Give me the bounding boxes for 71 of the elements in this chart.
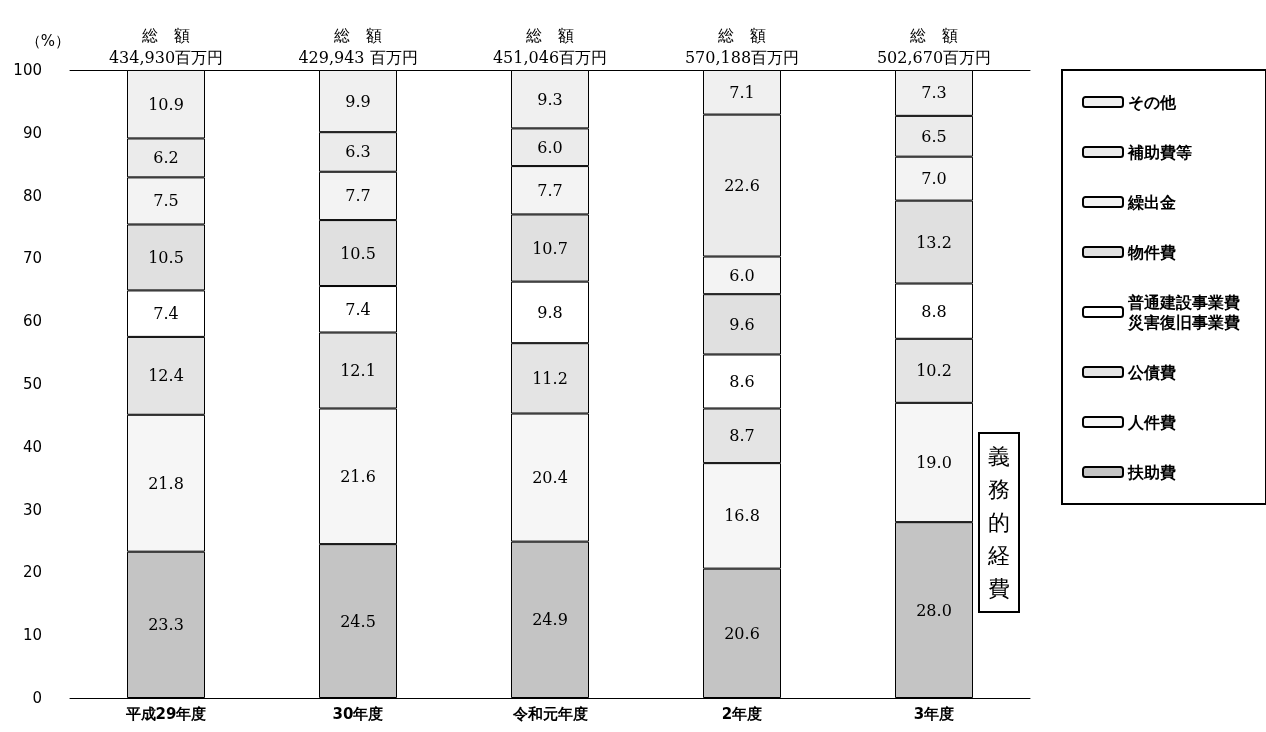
data-label: 11.2 [532, 368, 568, 388]
data-label: 24.9 [532, 610, 568, 630]
legend-label: 補助費等 [1127, 142, 1192, 162]
data-label: 6.3 [345, 142, 371, 162]
y-tick-label: 70 [22, 249, 42, 268]
data-label: 12.4 [148, 366, 184, 386]
data-label: 21.6 [340, 466, 376, 486]
legend-label: 人件費 [1127, 412, 1176, 432]
total-label: 総 額 434,930百万円 [108, 25, 224, 67]
x-tick-label: 平成29年度 [124, 704, 207, 723]
data-label: 22.6 [724, 176, 760, 196]
legend-label: 普通建設事業費災害復旧事業費 [1127, 292, 1240, 332]
data-label: 16.8 [724, 506, 760, 526]
legend-label: 公債費 [1127, 362, 1176, 382]
data-label: 21.8 [148, 473, 184, 493]
data-label: 19.0 [916, 453, 952, 472]
legend-label: その他 [1128, 92, 1177, 112]
total-label: 総 額 429,943 百万円 [298, 25, 418, 67]
annotation: 義務的経費 [987, 444, 1010, 601]
data-label: 7.3 [921, 83, 947, 103]
legend-label: 繰出金 [1127, 192, 1176, 212]
data-label: 9.8 [537, 302, 563, 322]
y-tick-label: 60 [22, 312, 42, 331]
data-label: 7.4 [345, 299, 371, 319]
data-label: 24.5 [340, 611, 376, 631]
data-label: 8.6 [729, 371, 755, 391]
legend-label: 物件費 [1127, 242, 1176, 262]
data-label: 28.0 [916, 600, 952, 620]
x-tick-label: 30年度 [332, 704, 384, 723]
y-tick-label: 80 [22, 186, 42, 205]
y-tick-label: 0 [32, 689, 42, 707]
data-label: 20.4 [532, 468, 568, 488]
data-label: 7.4 [153, 304, 179, 324]
y-tick-label: 10 [22, 626, 42, 645]
data-label: 6.5 [921, 126, 947, 146]
y-tick-label: 30 [22, 500, 42, 519]
data-label: 23.3 [148, 615, 184, 635]
data-label: 7.1 [729, 82, 755, 102]
data-label: 20.6 [724, 623, 760, 643]
total-label: 総 額 502,670百万円 [876, 25, 992, 67]
y-tick-label: 90 [22, 123, 42, 142]
x-tick-label: 3年度 [913, 704, 955, 723]
y-tick-label: 20 [22, 563, 42, 582]
y-axis-title: （%） [25, 31, 70, 50]
legend-label: 扶助費 [1127, 462, 1176, 482]
data-label: 10.9 [148, 94, 184, 114]
data-label: 9.3 [537, 89, 563, 109]
y-tick-label: 50 [22, 375, 42, 393]
data-label: 9.9 [345, 91, 371, 111]
data-label: 8.8 [921, 301, 947, 321]
data-label: 6.2 [153, 148, 179, 168]
data-label: 6.0 [729, 265, 755, 285]
x-tick-label: 令和元年度 [511, 704, 588, 723]
x-tick-label: 2年度 [721, 704, 763, 723]
data-label: 7.7 [345, 186, 371, 206]
data-label: 13.2 [916, 232, 952, 252]
data-label: 12.1 [340, 361, 376, 380]
y-tick-label: 100 [13, 61, 42, 79]
data-label: 7.5 [153, 191, 179, 211]
total-label: 総 額 451,046百万円 [492, 25, 608, 67]
data-label: 10.2 [916, 361, 952, 381]
data-label: 6.0 [537, 137, 563, 157]
data-label: 7.7 [537, 180, 563, 200]
data-label: 9.6 [729, 314, 755, 334]
total-label: 総 額 570,188百万円 [684, 25, 800, 67]
y-tick-label: 40 [22, 437, 42, 456]
data-label: 7.0 [921, 169, 947, 189]
data-label: 10.5 [340, 243, 376, 263]
data-label: 10.7 [532, 238, 568, 258]
data-label: 10.5 [148, 247, 184, 267]
data-label: 8.7 [729, 426, 755, 446]
